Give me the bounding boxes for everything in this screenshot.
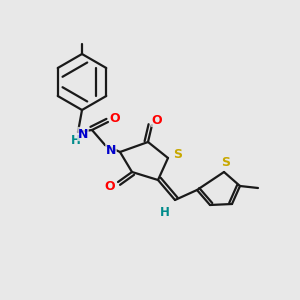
Text: S: S: [173, 148, 182, 161]
Text: H: H: [160, 206, 170, 220]
Text: O: O: [110, 112, 120, 124]
Text: N: N: [78, 128, 88, 140]
Text: H: H: [71, 134, 81, 148]
Text: O: O: [152, 113, 162, 127]
Text: N: N: [106, 143, 116, 157]
Text: S: S: [221, 155, 230, 169]
Text: O: O: [105, 179, 115, 193]
